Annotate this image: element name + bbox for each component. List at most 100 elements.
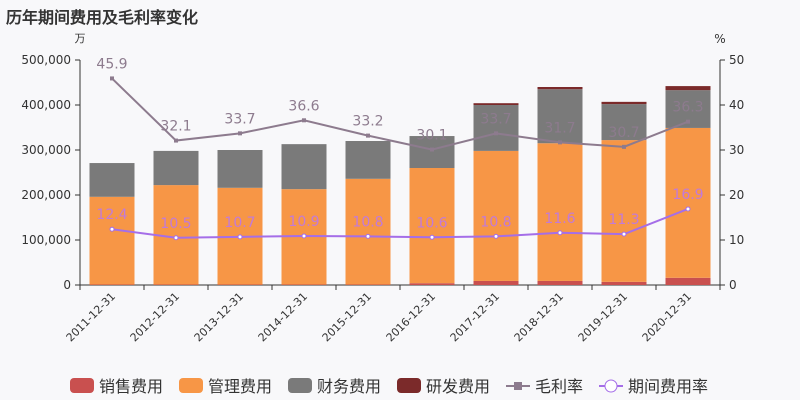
x-tick-label: 2019-12-31 [576,290,630,344]
data-label-毛利率: 36.3 [672,100,703,116]
bar-销售费用 [665,277,711,285]
bar-财务费用 [217,150,263,188]
bar-研发费用 [601,101,647,105]
data-label-期间费用率: 10.6 [416,215,447,231]
data-label-期间费用率: 10.5 [160,216,191,232]
legend-swatch [70,378,94,393]
x-tick-label: 2017-12-31 [448,290,502,344]
data-label-毛利率: 33.2 [352,114,383,130]
line-毛利率 [111,77,689,151]
left-tick-label: 0 [63,278,71,292]
data-label-期间费用率: 10.8 [480,214,511,230]
x-tick-label: 2018-12-31 [512,290,566,344]
point-期间费用率 [237,234,243,240]
legend-swatch [397,378,421,393]
point-期间费用率 [621,231,627,237]
bar-管理费用 [537,143,583,281]
bar-销售费用 [473,280,519,285]
left-tick-label: 100,000 [21,233,71,247]
bar-管理费用 [473,150,519,281]
chart-title: 历年期间费用及毛利率变化 [6,8,199,27]
legend-label: 期间费用率 [628,377,708,396]
data-label-期间费用率: 12.4 [96,207,127,223]
legend-marker [514,382,522,390]
x-tick-label: 2016-12-31 [384,290,438,344]
point-期间费用率 [557,230,563,236]
point-毛利率 [238,131,242,136]
point-毛利率 [494,131,498,136]
legend-swatch [288,378,312,393]
x-tick-label: 2020-12-31 [640,290,694,344]
right-unit-label: % [714,32,725,46]
left-tick-label: 400,000 [21,98,71,112]
left-tick-label: 300,000 [21,143,71,157]
data-label-期间费用率: 11.6 [544,211,575,227]
legend-label: 财务费用 [317,377,381,396]
data-label-毛利率: 36.6 [288,98,319,114]
bar-研发费用 [473,103,519,105]
point-期间费用率 [685,206,691,212]
right-tick-label: 30 [729,143,744,157]
bar-管理费用 [345,178,391,285]
bar-研发费用 [537,87,583,90]
legend-swatch [179,378,203,393]
data-label-毛利率: 30.1 [416,128,447,144]
bar-研发费用 [665,86,711,91]
bar-财务费用 [473,105,519,151]
data-label-期间费用率: 10.9 [288,214,319,230]
bar-财务费用 [409,136,455,168]
point-毛利率 [430,147,434,152]
x-tick-label: 2015-12-31 [320,290,374,344]
legend-marker [604,379,618,393]
right-tick-label: 20 [729,188,744,202]
x-tick-label: 2013-12-31 [192,290,246,344]
data-label-毛利率: 33.7 [224,111,255,127]
point-期间费用率 [429,234,435,240]
line-期间费用率 [111,208,689,239]
bar-管理费用 [409,168,455,284]
legend-label: 研发费用 [426,377,490,396]
x-tick-label: 2012-12-31 [128,290,182,344]
point-毛利率 [558,140,562,145]
point-期间费用率 [109,226,115,232]
legend-label: 管理费用 [208,377,272,396]
data-label-毛利率: 30.7 [608,125,639,141]
bar-财务费用 [345,141,391,179]
bar-财务费用 [537,89,583,144]
point-毛利率 [110,76,114,81]
point-毛利率 [622,144,626,149]
bar-财务费用 [153,150,199,186]
point-期间费用率 [173,235,179,241]
data-label-毛利率: 31.7 [544,120,575,136]
left-unit-label: 万 [75,32,86,45]
data-label-期间费用率: 10.8 [352,214,383,230]
data-label-毛利率: 33.7 [480,111,511,127]
left-tick-label: 500,000 [21,53,71,67]
legend-label: 毛利率 [535,377,583,396]
bar-财务费用 [89,163,135,197]
point-期间费用率 [493,233,499,239]
x-tick-label: 2014-12-31 [256,290,310,344]
point-毛利率 [366,133,370,138]
point-毛利率 [302,118,306,123]
point-毛利率 [174,138,178,143]
right-tick-label: 50 [729,53,744,67]
x-tick-label: 2011-12-31 [64,290,118,344]
bar-销售费用 [409,283,455,285]
point-毛利率 [686,119,690,124]
data-label-毛利率: 32.1 [160,119,191,135]
right-tick-label: 40 [729,98,744,112]
data-label-期间费用率: 10.7 [224,215,255,231]
data-label-期间费用率: 11.3 [608,212,639,228]
right-tick-label: 0 [729,278,737,292]
bar-销售费用 [537,280,583,285]
bar-财务费用 [281,144,327,190]
legend-label: 销售费用 [99,377,163,396]
data-label-毛利率: 45.9 [96,56,127,72]
bar-管理费用 [665,127,711,278]
bar-销售费用 [601,281,647,285]
point-期间费用率 [301,233,307,239]
right-tick-label: 10 [729,233,744,247]
bar-管理费用 [601,140,647,282]
